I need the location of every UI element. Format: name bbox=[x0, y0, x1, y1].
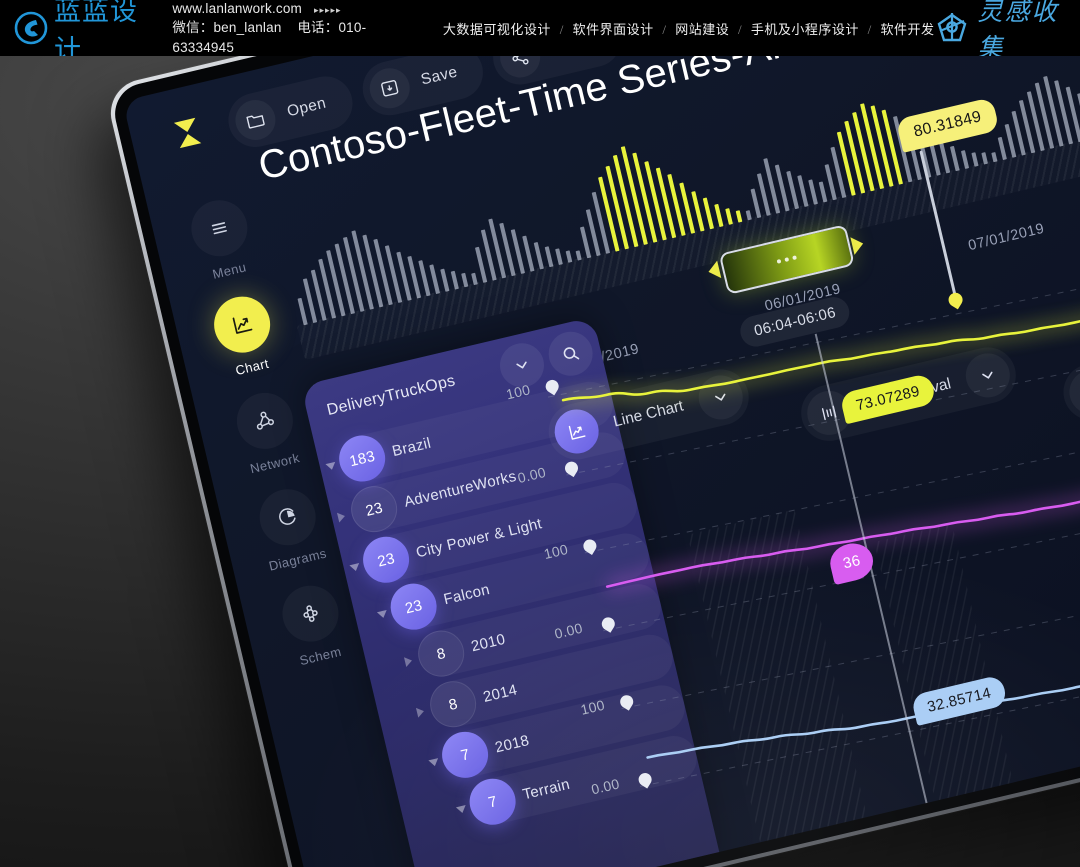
share-icon bbox=[496, 56, 545, 82]
tree-collapse-icon[interactable] bbox=[376, 609, 390, 624]
sidebar-label-schem: Schem bbox=[298, 643, 343, 669]
tree-collapse-icon[interactable] bbox=[455, 805, 469, 820]
website-text: www.lanlanwork.com bbox=[172, 0, 303, 16]
chevron-down-icon bbox=[516, 361, 527, 369]
schema-icon bbox=[276, 579, 345, 648]
sidebar-item-diagrams[interactable]: Diagrams bbox=[239, 480, 341, 577]
promo-banner: 蓝蓝设计 www.lanlanwork.com ▸▸▸▸▸ 微信：ben_lan… bbox=[0, 0, 1080, 65]
toolbar-buttons: Open Save bbox=[222, 56, 778, 153]
overview-histogram[interactable] bbox=[274, 56, 1080, 326]
pie-chart-icon bbox=[253, 483, 322, 551]
share-button-label: Share bbox=[551, 56, 597, 59]
lanlan-logo-icon bbox=[14, 11, 48, 45]
tree-search-button[interactable] bbox=[544, 327, 598, 381]
service-item-4: 软件开发 bbox=[880, 21, 935, 37]
tree-dropdown-button[interactable] bbox=[495, 338, 549, 392]
sidebar-rail: Menu Chart bbox=[171, 191, 369, 693]
service-sep: / bbox=[737, 21, 743, 37]
sidebar-label-chart: Chart bbox=[233, 355, 271, 379]
brush-dot bbox=[776, 258, 782, 264]
hamburger-icon bbox=[185, 194, 254, 262]
chart-type-control[interactable]: Line Chart bbox=[543, 363, 754, 466]
chevron-down-icon bbox=[714, 393, 725, 401]
tree-expand-icon[interactable] bbox=[404, 655, 414, 667]
chart-plot-area[interactable]: 100 0.00 100 0.00 100 0.00 06:04-06:06 7 bbox=[500, 192, 1080, 867]
chart-svg bbox=[547, 230, 1080, 856]
arrows-decor: ▸▸▸▸▸ bbox=[313, 4, 342, 15]
brush-dot bbox=[784, 257, 790, 262]
app-logo-icon[interactable] bbox=[164, 109, 212, 157]
contact-block: www.lanlanwork.com ▸▸▸▸▸ 微信：ben_lanlan 电… bbox=[172, 0, 395, 57]
service-item-2: 网站建设 bbox=[675, 21, 730, 37]
linggan-brand-text: 灵感收集 bbox=[977, 0, 1059, 62]
wechat-text: 微信：ben_lanlan bbox=[172, 20, 282, 36]
sidebar-label-menu: Menu bbox=[211, 259, 248, 282]
share-button[interactable]: Share bbox=[488, 56, 627, 90]
sidebar-label-diagrams: Diagrams bbox=[267, 545, 329, 574]
device-scene: Open Save bbox=[0, 56, 1080, 867]
network-icon bbox=[231, 387, 299, 455]
chart-type-chevron[interactable] bbox=[693, 371, 747, 425]
save-button-label: Save bbox=[419, 63, 460, 89]
tree-expand-icon[interactable] bbox=[415, 706, 426, 718]
tree-panel: DeliveryTruckOps Brazil 183 Adventu bbox=[300, 316, 722, 867]
phone-text: 电话：010-63334945 bbox=[172, 20, 367, 55]
tree-collapse-icon[interactable] bbox=[349, 563, 362, 578]
service-sep: / bbox=[662, 21, 667, 37]
app-screen: Open Save bbox=[122, 56, 1080, 867]
service-item-0: 大数据可视化设计 bbox=[442, 21, 551, 37]
sidebar-item-chart[interactable]: Chart bbox=[194, 287, 296, 384]
search-icon bbox=[563, 347, 580, 360]
linggan-brand: 灵感收集 bbox=[935, 0, 1067, 64]
folder-open-icon bbox=[231, 95, 280, 145]
linggan-logo-icon bbox=[935, 11, 969, 45]
open-button[interactable]: Open bbox=[222, 71, 358, 153]
timeline-tick-2: 07/01/2019 bbox=[966, 220, 1046, 255]
tree-expand-icon[interactable] bbox=[336, 511, 347, 523]
app-topbar: Open Save bbox=[123, 56, 1080, 202]
tree-collapse-icon[interactable] bbox=[428, 758, 441, 773]
sidebar-item-network[interactable]: Network bbox=[217, 384, 319, 481]
tree-header: DeliveryTruckOps bbox=[301, 317, 607, 446]
services-list: 大数据可视化设计 / 软件界面设计 / 网站建设 / 手机及小程序设计 / 软件… bbox=[443, 19, 935, 38]
line-chart-icon bbox=[208, 290, 276, 359]
tree-collapse-icon[interactable] bbox=[325, 461, 338, 476]
open-button-label: Open bbox=[285, 94, 328, 121]
brush-dot bbox=[792, 255, 797, 261]
chevron-down-icon bbox=[982, 371, 993, 379]
service-sep: / bbox=[867, 21, 872, 37]
laptop-device: Open Save bbox=[104, 56, 1080, 867]
sidebar-item-schem[interactable]: Schem bbox=[262, 576, 364, 673]
sidebar-item-menu[interactable]: Menu bbox=[171, 191, 273, 288]
interval-chevron[interactable] bbox=[961, 348, 1015, 402]
service-item-1: 软件界面设计 bbox=[572, 21, 654, 37]
brush-handle-left[interactable] bbox=[706, 260, 722, 281]
brush-handle-right[interactable] bbox=[850, 234, 866, 255]
service-item-3: 手机及小程序设计 bbox=[750, 21, 859, 37]
save-icon bbox=[365, 64, 414, 113]
service-sep: / bbox=[559, 21, 564, 37]
device-bezel: Open Save bbox=[108, 56, 1080, 867]
line-chart-icon bbox=[550, 404, 604, 458]
sidebar-label-network: Network bbox=[248, 450, 302, 477]
save-button[interactable]: Save bbox=[356, 56, 489, 121]
